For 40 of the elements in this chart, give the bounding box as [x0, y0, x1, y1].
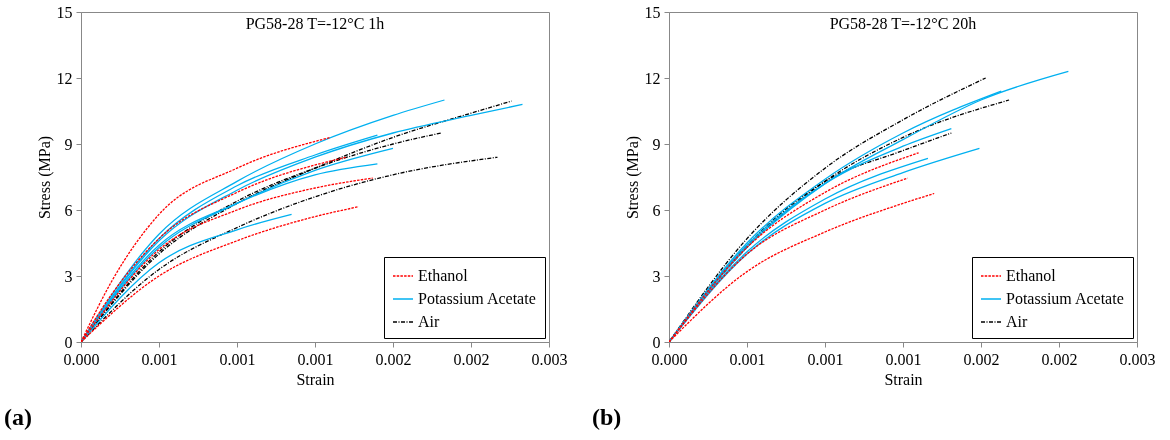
chart-title: PG58-28 T=-12°C 1h: [245, 15, 385, 32]
legend-label: Ethanol: [1006, 267, 1057, 284]
y-tick-label: 9: [64, 135, 73, 153]
text: (b): [592, 404, 622, 431]
x-tick-label: 0.002: [453, 350, 490, 368]
x-tick-label: 0.001: [141, 350, 178, 368]
legend-label: Air: [418, 313, 440, 330]
y-tick-label: 15: [56, 3, 73, 21]
x-tick-label: 0.001: [807, 350, 844, 368]
y-tick-label: 3: [652, 267, 661, 285]
x-tick-label: 0.000: [63, 350, 100, 368]
y-axis-title: Stress (MPa): [623, 135, 642, 220]
x-tick-label: 0.001: [885, 350, 922, 368]
x-tick-label: 0.000: [651, 350, 688, 368]
legend-label: Potassium Acetate: [418, 290, 536, 307]
y-tick-label: 3: [64, 267, 73, 285]
x-axis-title: Strain: [884, 370, 923, 388]
y-tick-label: 6: [64, 201, 73, 219]
y-tick-label: 12: [56, 69, 73, 87]
chart-title: PG58-28 T=-12°C 20h: [829, 15, 977, 32]
y-tick-label: 0: [652, 333, 661, 351]
x-tick-label: 0.001: [297, 350, 334, 368]
legend-label: Potassium Acetate: [1006, 290, 1124, 307]
y-tick-label: 0: [64, 333, 73, 351]
x-tick-label: 0.002: [963, 350, 1000, 368]
x-tick-label: 0.002: [375, 350, 412, 368]
x-tick-label: 0.003: [1119, 350, 1156, 368]
y-tick-label: 15: [644, 3, 661, 21]
y-tick-label: 6: [652, 201, 661, 219]
x-tick-label: 0.002: [1041, 350, 1078, 368]
legend-label: Air: [1006, 313, 1028, 330]
x-axis-title: Strain: [296, 370, 335, 388]
y-tick-label: 9: [652, 135, 661, 153]
legend-label: Ethanol: [418, 267, 469, 284]
x-tick-label: 0.001: [729, 350, 766, 368]
y-axis-title: Stress (MPa): [35, 135, 54, 220]
x-tick-label: 0.001: [219, 350, 256, 368]
y-tick-label: 12: [644, 69, 661, 87]
text: (a): [4, 404, 32, 431]
x-tick-label: 0.003: [531, 350, 568, 368]
